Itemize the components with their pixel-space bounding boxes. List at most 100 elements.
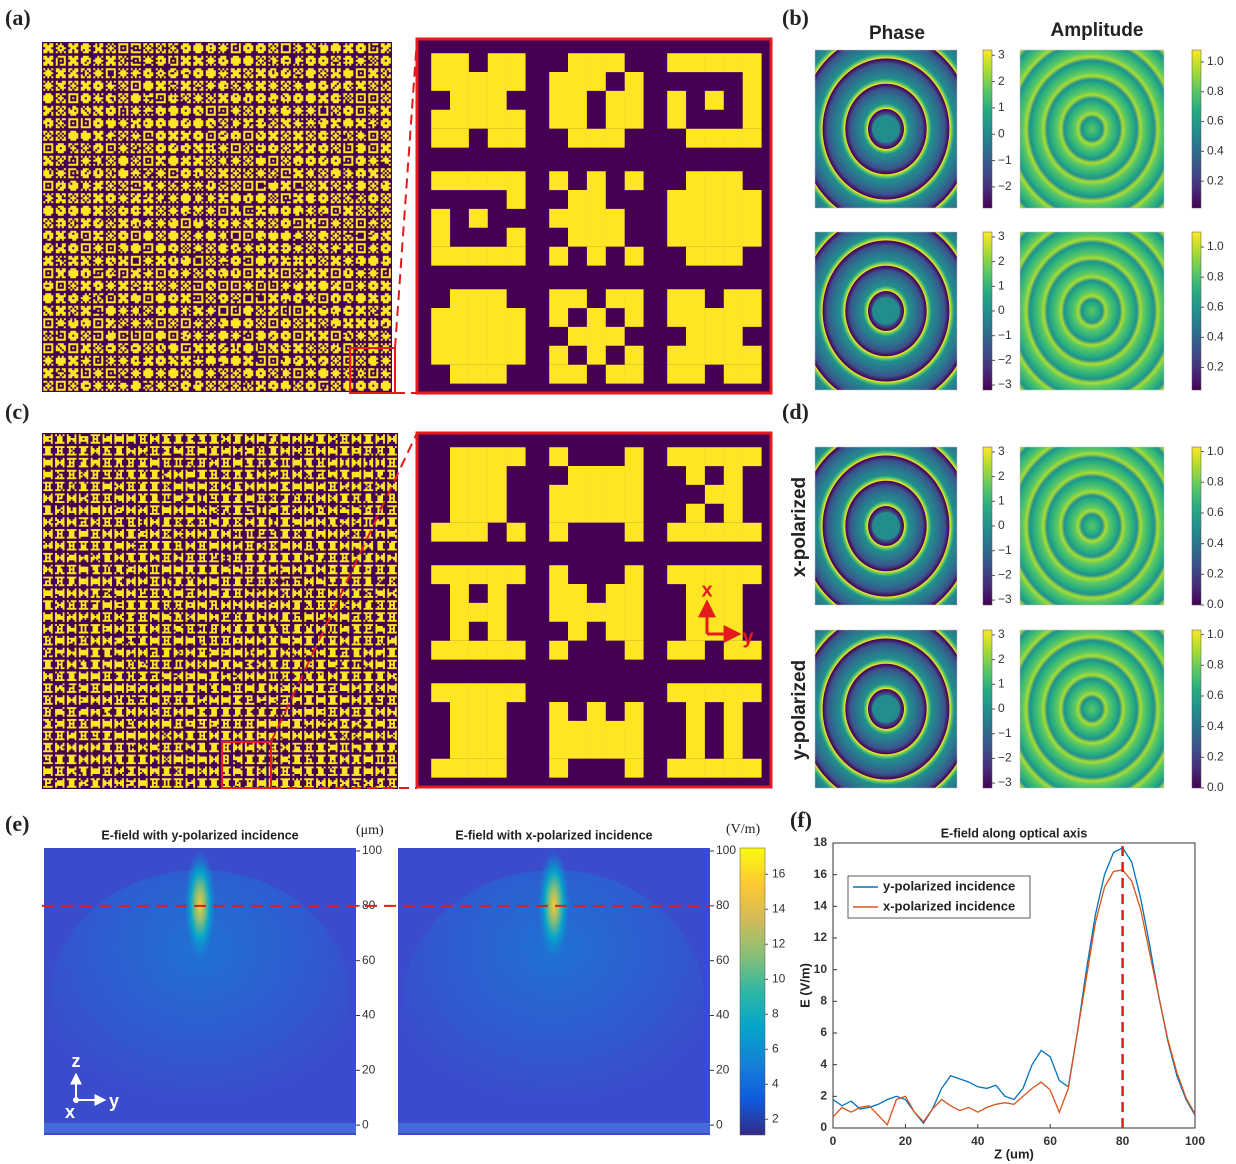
- colorbar-tick-label: 0.6: [1207, 299, 1224, 313]
- z-tick-label: 100: [362, 843, 382, 857]
- y-tick-label: 2: [820, 1089, 827, 1103]
- colorbar-tick-label: 0.6: [1207, 114, 1224, 128]
- z-tick-label: 40: [716, 1008, 730, 1022]
- colorbar: [982, 629, 993, 789]
- x-tick-label: 0: [830, 1134, 837, 1148]
- z-tick-label: 0: [362, 1117, 369, 1131]
- z-tick-label: 20: [362, 1062, 376, 1076]
- colorbar-tick-label: 1: [998, 278, 1005, 292]
- meta-atom-zoom: [431, 447, 762, 778]
- y-tick-label: 6: [820, 1025, 827, 1039]
- field-noise: [44, 1123, 356, 1133]
- x-tick-label: 80: [1116, 1134, 1130, 1148]
- legend-entry: x-polarized incidence: [883, 898, 1015, 913]
- map-center: [872, 512, 900, 540]
- y-tick-label: 4: [820, 1057, 827, 1071]
- zoom-box: [221, 741, 272, 789]
- colorbar-tick-label: 2: [998, 74, 1005, 88]
- colorbar-tick-label: 2: [998, 254, 1005, 268]
- y-tick-label: 14: [814, 899, 828, 913]
- panel-label: (f): [790, 807, 812, 832]
- map-frame: [1019, 231, 1165, 391]
- colorbar-tick-label: 3: [998, 444, 1005, 458]
- column-title: Phase: [869, 23, 925, 44]
- y-tick-label: 0: [820, 1120, 827, 1134]
- colorbar-tick-label: 8: [772, 1006, 779, 1020]
- field-cone: [404, 870, 704, 1130]
- z-tick-label: 100: [716, 843, 736, 857]
- colorbar-tick-label: 0: [998, 303, 1005, 317]
- colorbar-tick-label: −3: [998, 377, 1012, 391]
- colorbar: [982, 231, 993, 391]
- colorbar-tick-label: 0.4: [1207, 719, 1224, 733]
- data-line: [832, 869, 1196, 1127]
- panel-label: (c): [5, 399, 29, 424]
- colorbar-tick-label: 4: [772, 1076, 779, 1090]
- colorbar-tick-label: 3: [998, 627, 1005, 641]
- map-title: E-field with y-polarized incidence: [101, 828, 298, 842]
- colorbar-tick-label: 3: [998, 229, 1005, 243]
- x-axis-label: Z (um): [994, 1146, 1034, 1161]
- panel-label: (d): [782, 399, 809, 424]
- panel-label: (a): [5, 5, 31, 30]
- field-map: [1020, 50, 1164, 208]
- colorbar-tick-label: 0.2: [1207, 566, 1224, 580]
- colorbar-tick-label: −2: [998, 568, 1012, 582]
- colorbar-tick-label: 0: [998, 701, 1005, 715]
- zoom-line: [394, 38, 418, 349]
- colorbar-tick-label: 1.0: [1207, 627, 1224, 641]
- colorbar: [1191, 231, 1202, 391]
- colorbar-tick-label: −2: [998, 353, 1012, 367]
- colorbar-tick-label: 0.6: [1207, 505, 1224, 519]
- colorbar-tick-label: 1.0: [1207, 239, 1224, 253]
- panel-label: (e): [5, 811, 29, 836]
- colorbar-tick-label: 0.0: [1207, 780, 1224, 794]
- y-axis-label: E (V/m): [797, 963, 812, 1008]
- map-frame: [1019, 446, 1165, 606]
- x-tick-label: 60: [1044, 1134, 1058, 1148]
- meta-atoms: [43, 434, 397, 788]
- field-map: [1020, 232, 1164, 390]
- colorbar-tick-label: −1: [998, 328, 1012, 342]
- map-center: [872, 695, 900, 723]
- y-tick-label: 18: [814, 835, 828, 849]
- colorbar: [1191, 49, 1202, 209]
- meta-atom-zoom: [431, 53, 762, 384]
- colorbar-tick-label: −2: [998, 751, 1012, 765]
- colorbar-tick-label: 0.6: [1207, 688, 1224, 702]
- z-tick-label: 20: [716, 1062, 730, 1076]
- unit-label: (μm): [356, 823, 384, 838]
- unit-label: (V/m): [726, 822, 761, 837]
- axis-name: y: [742, 626, 754, 648]
- colorbar-tick-label: 0: [998, 126, 1005, 140]
- y-tick-label: 12: [814, 930, 828, 944]
- map-frame: [814, 629, 958, 789]
- data-line: [832, 846, 1196, 1125]
- colorbar-tick-label: 6: [772, 1041, 779, 1055]
- row-title: x-polarized: [789, 477, 810, 577]
- axis-name: z: [72, 1051, 81, 1071]
- colorbar-tick-label: 2: [998, 652, 1005, 666]
- z-tick-label: 80: [716, 898, 730, 912]
- y-tick-label: 10: [814, 962, 828, 976]
- zoom-box: [349, 347, 396, 394]
- map-frame: [1019, 49, 1165, 209]
- colorbar-tick-label: −2: [998, 179, 1012, 193]
- chart-title: E-field along optical axis: [941, 826, 1088, 840]
- colorbar-tick-label: 1.0: [1207, 54, 1224, 68]
- colorbar-tick-label: −3: [998, 775, 1012, 789]
- colorbar-tick-label: 14: [772, 901, 786, 915]
- map-frame: [814, 49, 958, 209]
- colorbar: [982, 49, 993, 209]
- colorbar-tick-label: 0.8: [1207, 474, 1224, 488]
- colorbar-tick-label: 1.0: [1207, 444, 1224, 458]
- colorbar-tick-label: −1: [998, 726, 1012, 740]
- axis-name: x: [65, 1102, 75, 1122]
- x-tick-label: 100: [1185, 1134, 1205, 1148]
- map-frame: [814, 446, 958, 606]
- field-noise: [398, 1123, 710, 1133]
- field-map: [1020, 447, 1164, 605]
- colorbar-tick-label: 0.2: [1207, 360, 1224, 374]
- colorbar-tick-label: 0.4: [1207, 536, 1224, 550]
- colorbar-tick-label: 1: [998, 676, 1005, 690]
